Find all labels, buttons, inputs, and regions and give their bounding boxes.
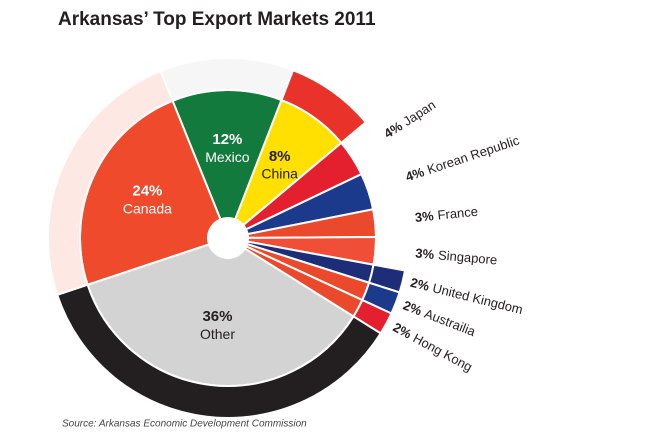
slice-value-label: 4% [404, 164, 427, 184]
ring-segment [47, 69, 174, 297]
slice-label: 2%Austrailia [401, 298, 478, 340]
slice-value-label: 2% [409, 275, 431, 294]
slice-name-label: Austrailia [422, 306, 478, 340]
slice-name-label: Canada [123, 200, 172, 216]
slice-label: 4%Japan [381, 97, 438, 141]
source: Source: Arkansas Economic Development Co… [62, 419, 307, 430]
slice-label: 3% France [414, 204, 478, 225]
slice-name-label: Korean Republic [425, 133, 521, 178]
slice-name-label: France [437, 204, 479, 223]
slice-value-label: 2% [390, 320, 414, 342]
slice-value-label: 24% [132, 183, 162, 200]
slice-name-label: Other [200, 326, 235, 342]
slice-value-label: 8% [269, 148, 291, 165]
slice-name-label: Singapore [437, 248, 497, 268]
slice-value-label: 4% [381, 119, 405, 142]
slice-name-label: Hong Kong [410, 331, 474, 375]
slice-value-label: 3% [414, 209, 435, 226]
slice-value-label: 2% [401, 298, 424, 319]
chart-title: Arkansas’ Top Export Markets 2011 [58, 9, 376, 30]
ring-segment [372, 201, 410, 238]
slice-value-label: 3% [415, 246, 435, 263]
slice-value-label: 12% [212, 131, 242, 148]
slice-name-label: Mexico [205, 149, 250, 165]
slice-label: 3% Singapore [415, 246, 498, 268]
slice-name-label: Japan [401, 97, 439, 129]
slice-value-label: 36% [202, 308, 232, 325]
slice-name-label: China [261, 165, 298, 181]
slice-label: 4%Korean Republic [404, 133, 522, 185]
center-hole [208, 218, 248, 258]
